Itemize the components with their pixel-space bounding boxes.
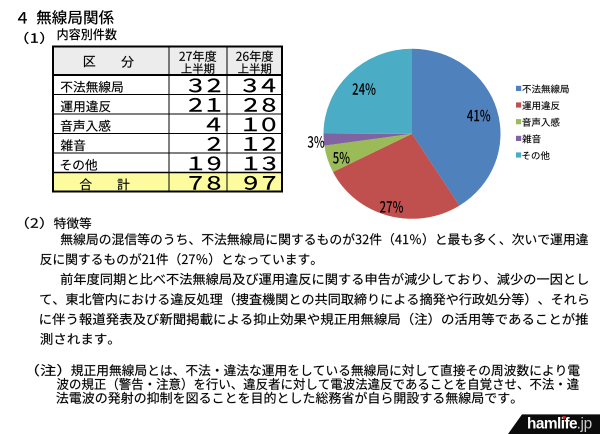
svg-text:.jp: .jp — [577, 416, 592, 433]
svg-text:hamlife: hamlife — [527, 416, 578, 433]
